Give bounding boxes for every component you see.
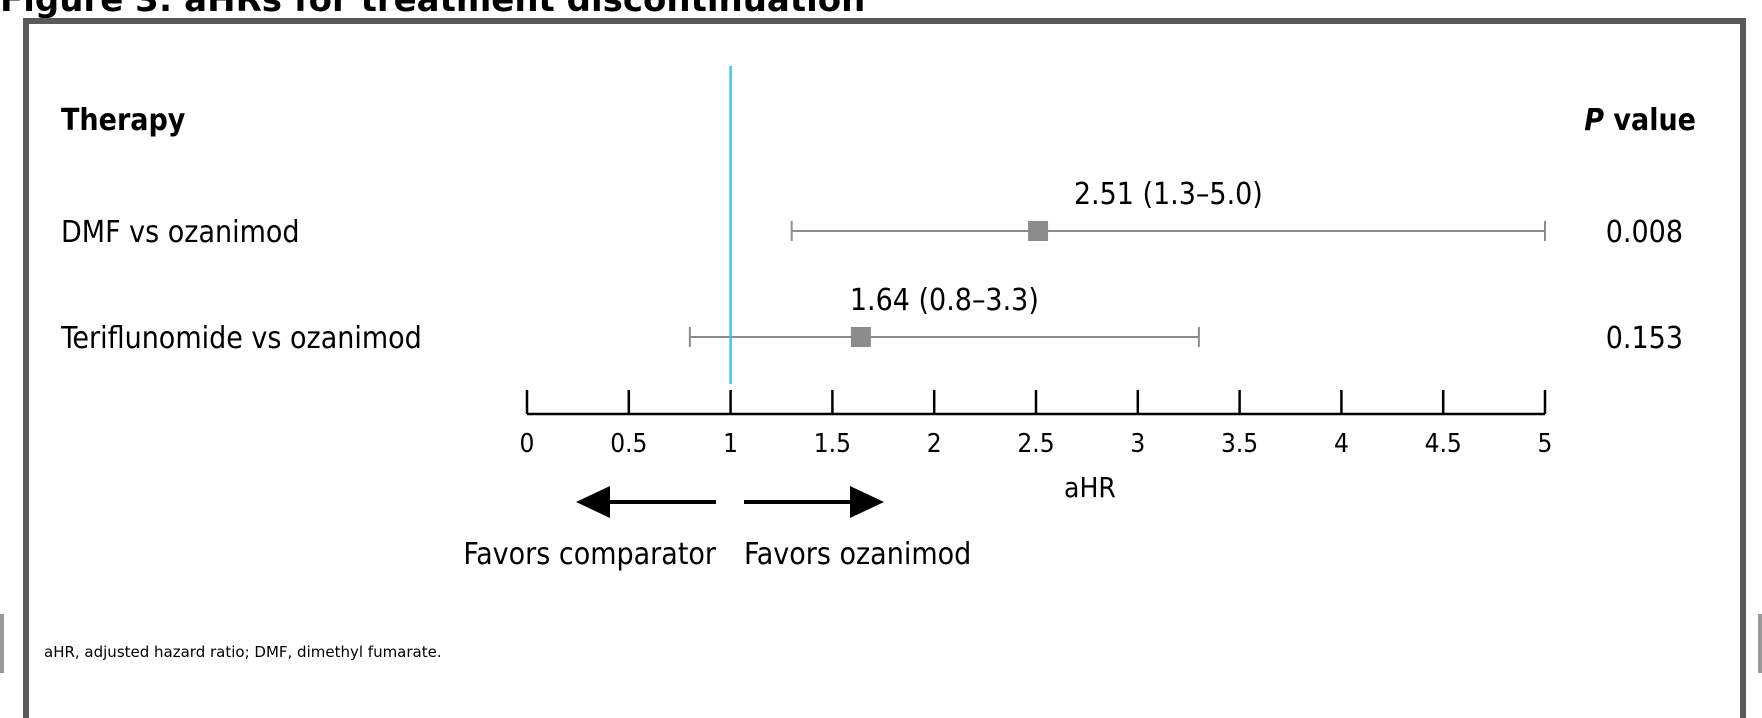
p-value-header-rest: value (1604, 103, 1696, 138)
row-label: DMF vs ozanimod (61, 215, 300, 250)
forest-row: Teriflunomide vs ozanimod 1.64 (0.8–3.3) 0… (60, 283, 1683, 356)
x-tick-label: 2 (927, 429, 942, 459)
x-tick-label: 5 (1538, 429, 1553, 459)
x-tick-label: 0.5 (610, 429, 647, 459)
favors-ozanimod-label: Favors ozanimod (744, 537, 971, 572)
therapy-header: Therapy (61, 103, 186, 138)
estimate-label: 1.64 (0.8–3.3) (850, 283, 1039, 318)
row-label: Teriflunomide vs ozanimod (60, 321, 422, 356)
x-tick-label: 4.5 (1425, 429, 1462, 459)
x-tick-label: 2.5 (1017, 429, 1054, 459)
figure-frame (23, 18, 1746, 718)
figure-title: Figure 3: aHRs for treatment discontinua… (0, 0, 866, 20)
right-edge-bar (1758, 614, 1762, 673)
forest-rows: DMF vs ozanimod 2.51 (1.3–5.0) 0.008 Terifl… (60, 177, 1683, 356)
p-value-header-italic: P (1584, 103, 1604, 138)
x-tick-label: 1.5 (814, 429, 851, 459)
right-arrow-head (850, 486, 884, 518)
x-axis: 0 0.5 1 1.5 2 2.5 3 3.5 4 4.5 5 (520, 390, 1553, 459)
favors-comparator-label: Favors comparator (463, 537, 717, 572)
p-value: 0.153 (1606, 321, 1683, 356)
p-value-header: P value (1584, 103, 1696, 138)
x-tick-label: 3.5 (1221, 429, 1258, 459)
x-tick-label: 3 (1130, 429, 1145, 459)
estimate-marker (1028, 221, 1049, 241)
p-value: 0.008 (1606, 215, 1683, 250)
left-arrow-head (576, 486, 610, 518)
estimate-marker (850, 327, 871, 347)
direction-indicators: Favors comparator Favors ozanimod (463, 486, 971, 572)
left-edge-bar (0, 614, 4, 673)
x-tick-label: 0 (520, 429, 535, 459)
x-axis-label: aHR (1064, 471, 1116, 504)
x-tick-label: 1 (723, 429, 738, 459)
x-tick-label: 4 (1334, 429, 1349, 459)
footnote: aHR, adjusted hazard ratio; DMF, dimethy… (44, 643, 442, 661)
forest-row: DMF vs ozanimod 2.51 (1.3–5.0) 0.008 (61, 177, 1683, 250)
estimate-label: 2.51 (1.3–5.0) (1074, 177, 1263, 212)
column-headers: Therapy P value (61, 103, 1696, 138)
forest-plot: Therapy P value DMF vs ozanimod 2.51 (1.3… (60, 66, 1696, 572)
